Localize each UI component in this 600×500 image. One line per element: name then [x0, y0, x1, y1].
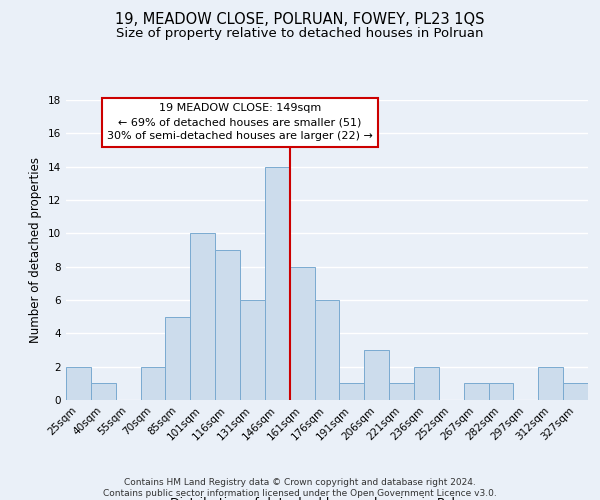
Text: Contains HM Land Registry data © Crown copyright and database right 2024.
Contai: Contains HM Land Registry data © Crown c…	[103, 478, 497, 498]
Bar	[91, 384, 116, 400]
Bar	[488, 384, 514, 400]
Bar	[389, 384, 414, 400]
Bar	[265, 166, 290, 400]
Bar	[66, 366, 91, 400]
Text: 19 MEADOW CLOSE: 149sqm
← 69% of detached houses are smaller (51)
30% of semi-de: 19 MEADOW CLOSE: 149sqm ← 69% of detache…	[107, 104, 373, 142]
Bar	[364, 350, 389, 400]
Bar	[563, 384, 588, 400]
Bar	[290, 266, 314, 400]
Bar	[340, 384, 364, 400]
Bar	[538, 366, 563, 400]
Bar	[166, 316, 190, 400]
Bar	[240, 300, 265, 400]
Bar	[190, 234, 215, 400]
Bar	[464, 384, 488, 400]
Bar	[215, 250, 240, 400]
Text: 19, MEADOW CLOSE, POLRUAN, FOWEY, PL23 1QS: 19, MEADOW CLOSE, POLRUAN, FOWEY, PL23 1…	[115, 12, 485, 28]
X-axis label: Distribution of detached houses by size in Polruan: Distribution of detached houses by size …	[170, 498, 484, 500]
Bar	[140, 366, 166, 400]
Text: Size of property relative to detached houses in Polruan: Size of property relative to detached ho…	[116, 28, 484, 40]
Bar	[314, 300, 340, 400]
Bar	[414, 366, 439, 400]
Y-axis label: Number of detached properties: Number of detached properties	[29, 157, 43, 343]
